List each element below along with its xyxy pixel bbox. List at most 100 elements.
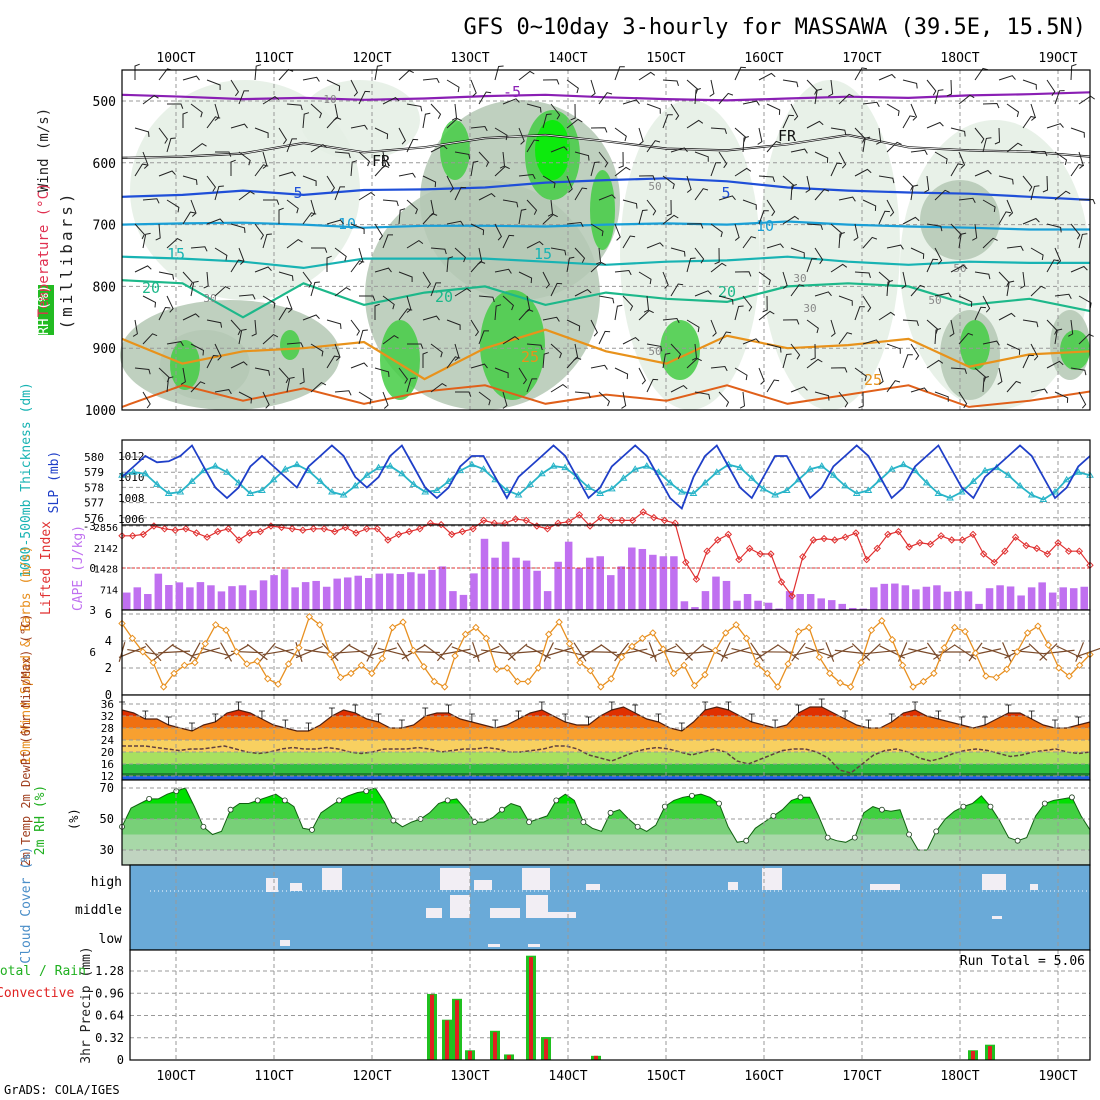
thickness-tick-label: 579 <box>84 466 104 479</box>
precip-panel: 1.28 0.96 0.64 0.32 0 <box>95 949 1091 1067</box>
wind-barb <box>854 67 867 81</box>
wind-barb <box>518 127 525 145</box>
wind-barb <box>622 336 640 345</box>
wind-barb <box>406 239 424 249</box>
wind-barb <box>902 354 913 369</box>
wind-barb <box>734 223 740 241</box>
wind-speed-point <box>524 677 532 686</box>
wind-barb <box>278 127 288 145</box>
wind-barb <box>478 91 492 105</box>
rh-point <box>851 834 858 841</box>
wind-barb <box>230 159 236 176</box>
thickness-point <box>596 489 605 496</box>
cape-tick-label: 714 <box>100 585 118 596</box>
wind-speed-point <box>805 623 813 632</box>
li-point <box>1001 547 1009 555</box>
wind-barb <box>782 319 800 325</box>
wind-barb <box>215 151 232 157</box>
contour-label: 5 <box>293 184 302 202</box>
wind-barb <box>910 343 920 361</box>
contour-label: 15 <box>534 245 552 263</box>
contour-label: 20 <box>142 279 160 297</box>
upper-air-ylabels: Wind (m/s) Temperature (°C) RH (%) (mill… <box>36 108 76 335</box>
wind-barb <box>902 216 920 225</box>
wind-barb <box>396 642 410 662</box>
minmax-bar <box>1028 710 1035 719</box>
wind-speed-point <box>1044 641 1053 649</box>
precip-tick-label: 0.96 <box>95 986 124 1000</box>
cape-bar <box>322 586 331 610</box>
wind-barb <box>566 118 583 129</box>
wind-speed-point <box>274 680 282 688</box>
wind-barb <box>1054 190 1071 201</box>
minmax-bar <box>398 719 405 728</box>
wind-barb <box>950 367 967 374</box>
wind-barb <box>739 391 746 409</box>
wind-barb <box>1068 319 1074 337</box>
precip-bg <box>130 950 1090 1060</box>
li-point <box>905 543 913 551</box>
cape-bar <box>775 608 783 610</box>
thickness-point <box>421 487 430 495</box>
wind-barb <box>430 282 441 297</box>
wind-barb <box>238 151 251 166</box>
wind-barb <box>782 271 788 289</box>
wind-barb <box>498 643 516 661</box>
wind-speed-point <box>493 665 501 674</box>
wind-speed-point <box>149 658 157 667</box>
wind-barb <box>858 391 864 409</box>
wind-barb <box>478 192 496 201</box>
wind-barb <box>950 264 968 273</box>
thickness-point <box>398 469 406 477</box>
wind-barb <box>766 379 780 393</box>
thickness-point <box>246 489 255 496</box>
wind-barb <box>377 647 408 657</box>
rh-point <box>933 828 940 835</box>
wind-barb <box>422 175 437 188</box>
minmax-bar <box>818 698 825 707</box>
wind-barb <box>814 247 824 265</box>
wind-barb <box>518 70 535 81</box>
temp-tick-label: 36 <box>101 698 114 711</box>
wind-barb <box>142 94 159 105</box>
wind-barb <box>502 234 515 249</box>
precip-convective-bar <box>971 1050 975 1060</box>
li-point <box>203 533 211 541</box>
wind-barb <box>220 642 233 662</box>
wind-barb <box>334 390 352 396</box>
wind-speed-point <box>888 635 896 644</box>
wind-barb <box>742 236 757 249</box>
wind-barb <box>854 306 865 321</box>
wind-barb <box>734 305 744 321</box>
wind-barb <box>166 341 184 347</box>
wind-barb <box>406 377 416 393</box>
rh-point <box>607 809 614 816</box>
cape-bar <box>722 580 731 610</box>
wind-barb <box>838 196 856 202</box>
wind-barb <box>134 367 151 375</box>
wind-barb <box>614 127 627 142</box>
wind-barb <box>998 175 1014 185</box>
contour-label: 25 <box>864 371 882 389</box>
wind-barb <box>886 141 902 153</box>
wind-barb <box>710 223 723 238</box>
minmax-bar <box>702 701 709 710</box>
wind-barb <box>598 92 613 105</box>
li-point <box>501 519 509 527</box>
wind-barb <box>158 306 171 321</box>
level-tick-label: 800 <box>93 280 116 295</box>
wind-barb <box>182 313 200 321</box>
wind-barb <box>262 648 294 656</box>
thickness-point <box>409 480 418 487</box>
x-tick-label: 10OCT <box>156 51 195 66</box>
wind-barb <box>958 295 973 307</box>
cloud-fraction-bar <box>322 868 342 890</box>
contour-label: -5 <box>503 83 521 101</box>
wind-barb <box>311 247 328 253</box>
thickness-point <box>1027 491 1036 498</box>
thickness-point <box>969 477 978 484</box>
wind-barb <box>374 367 390 377</box>
li-point <box>1075 547 1084 555</box>
wind-barb <box>886 280 893 297</box>
wind-barb <box>367 647 397 657</box>
